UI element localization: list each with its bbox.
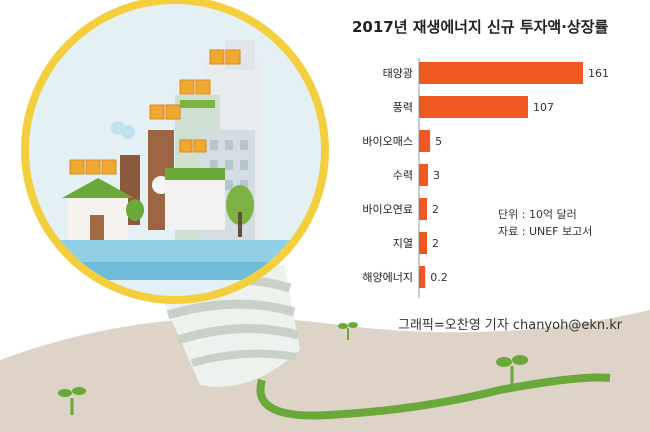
bar-0 [419,62,583,84]
source-label: 자료 : UNEF 보고서 [498,225,593,238]
category-label-2: 바이오매스 [362,135,413,148]
category-label-5: 지열 [393,237,413,250]
sprout-icons [58,322,528,415]
value-label-1: 107 [533,101,554,114]
eco-city [29,40,320,280]
category-label-4: 바이오연료 [362,203,413,216]
value-label-4: 2 [432,203,439,216]
category-label-3: 수력 [393,169,413,182]
category-label-6: 해양에너지 [362,270,413,284]
ground [0,310,650,432]
bulb-cable [256,373,611,420]
graphic-credit: 그래픽=오찬영 기자 chanyoh@ekn.kr [398,318,623,333]
value-label-0: 161 [588,67,609,80]
bar-1 [419,96,528,118]
category-label-0: 태양광 [383,67,413,80]
bar-2 [419,130,431,152]
category-label-1: 풍력 [393,101,413,114]
value-label-5: 2 [432,237,439,250]
chart-title: 2017년 재생에너지 신규 투자액·상장률 [352,18,609,36]
bar-3 [419,164,429,186]
value-label-2: 5 [435,135,442,148]
unit-source-note: 단위 : 10억 달러 자료 : UNEF 보고서 [498,206,592,240]
bar-5 [419,232,428,254]
unit-label: 단위 : 10억 달러 [498,208,577,221]
bar-4 [419,198,428,220]
value-label-6: 0.2 [430,271,448,284]
value-label-3: 3 [433,169,440,182]
bar-6 [419,266,426,288]
